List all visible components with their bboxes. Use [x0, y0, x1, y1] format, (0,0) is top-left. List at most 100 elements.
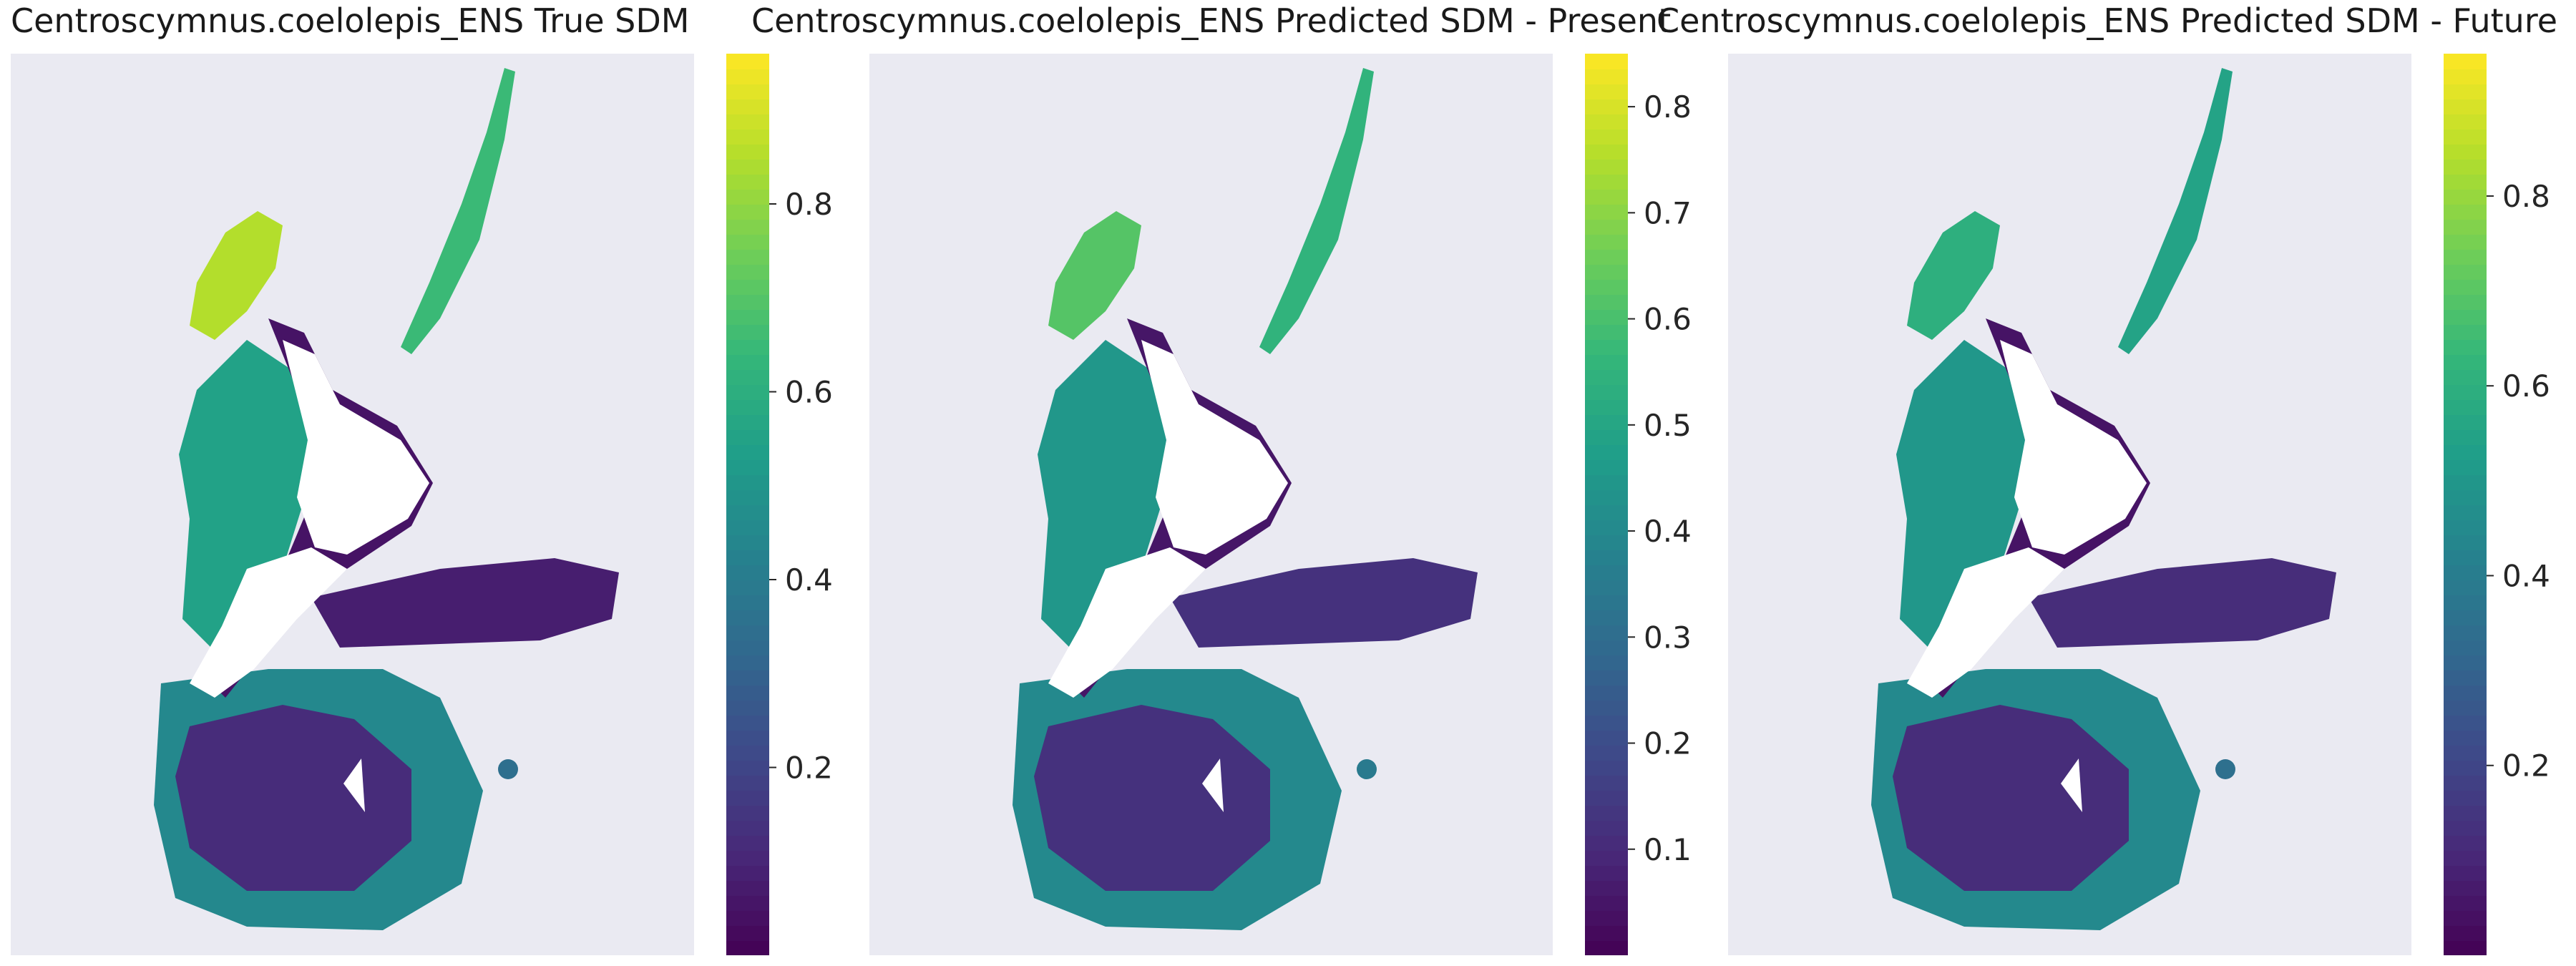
- colorbar-segment: [1585, 189, 1628, 205]
- colorbar-segment: [1585, 69, 1628, 84]
- colorbar-svg: 0.2 0.4 0.6 0.8: [726, 54, 833, 956]
- land-mask-2: [190, 547, 347, 698]
- colorbar: 0.1 0.2 0.3 0.4 0.5 0.6 0.7 0.8: [1585, 54, 1714, 956]
- colorbar-segment: [2444, 504, 2487, 520]
- colorbar-tick-label: 0.8: [2502, 179, 2550, 214]
- colorbar-segment: [1585, 670, 1628, 686]
- island-hole: [343, 758, 365, 812]
- colorbar-segment: [726, 580, 769, 595]
- colorbar-segment: [2444, 640, 2487, 655]
- colorbar-segment: [726, 114, 769, 130]
- colorbar-segment: [726, 339, 769, 355]
- colorbar-segment: [2444, 294, 2487, 310]
- map-area: [869, 54, 1553, 955]
- colorbar-segment: [1585, 940, 1628, 956]
- colorbar-segment: [2444, 760, 2487, 776]
- colorbar-segment: [2444, 219, 2487, 235]
- colorbar-segment: [1585, 550, 1628, 565]
- colorbar-tick-label: 0.6: [1644, 302, 1692, 337]
- offshore-patch: [498, 759, 518, 779]
- colorbar-segment: [2444, 114, 2487, 130]
- colorbar-segment: [726, 444, 769, 460]
- colorbar-segment: [726, 129, 769, 145]
- region-south-plateau: [175, 705, 411, 891]
- colorbar-segment: [726, 535, 769, 550]
- colorbar-segment: [2444, 625, 2487, 640]
- colorbar-segment: [726, 805, 769, 821]
- sdm-map: [1013, 68, 1478, 930]
- colorbar-segment: [2444, 324, 2487, 340]
- colorbar-segment: [2444, 685, 2487, 701]
- land-mask-1: [1141, 340, 1288, 555]
- offshore-patch: [1357, 759, 1377, 779]
- colorbar-segment: [2444, 580, 2487, 595]
- colorbar-segment: [2444, 535, 2487, 550]
- colorbar-segment: [1585, 925, 1628, 941]
- colorbar-segment: [726, 159, 769, 175]
- colorbar-segment: [726, 414, 769, 430]
- colorbar-segment: [2444, 459, 2487, 475]
- colorbar-segment: [1585, 775, 1628, 791]
- colorbar-segment: [726, 174, 769, 190]
- colorbar-segment: [2444, 369, 2487, 385]
- colorbar-segment: [1585, 369, 1628, 385]
- colorbar-segment: [2444, 264, 2487, 280]
- colorbar-segment: [2444, 84, 2487, 99]
- colorbar-segment: [1585, 384, 1628, 400]
- colorbar-segment: [2444, 805, 2487, 821]
- panel-predicted-present: Centroscymnus.coelolepis_ENS Predicted S…: [751, 0, 1717, 966]
- land-mask-2: [1048, 547, 1206, 698]
- colorbar-segment: [2444, 835, 2487, 851]
- island-hole: [2061, 758, 2082, 812]
- colorbar-segment: [2444, 204, 2487, 220]
- colorbar-segment: [2444, 339, 2487, 355]
- colorbar-segment: [726, 655, 769, 670]
- colorbar-segment: [726, 204, 769, 220]
- colorbar-tick-label: 0.6: [2502, 369, 2550, 404]
- colorbar-segment: [1585, 700, 1628, 716]
- colorbar-segment: [726, 760, 769, 776]
- colorbar-segment: [2444, 910, 2487, 926]
- colorbar-segment: [2444, 820, 2487, 836]
- colorbar-segment: [2444, 519, 2487, 535]
- colorbar-segment: [726, 324, 769, 340]
- map-area: [1728, 54, 2411, 955]
- colorbar-segment: [2444, 144, 2487, 160]
- colorbar-segment: [726, 264, 769, 280]
- colorbar-segment: [1585, 835, 1628, 851]
- colorbar-segment: [726, 99, 769, 114]
- colorbar-segment: [726, 279, 769, 295]
- region-northwest-shelf: [1907, 211, 2000, 340]
- colorbar-segment: [726, 84, 769, 99]
- colorbar-segment: [726, 459, 769, 475]
- colorbar-segment: [2444, 474, 2487, 490]
- colorbar-segment: [1585, 249, 1628, 265]
- colorbar-segment: [726, 234, 769, 250]
- colorbar-segment: [1585, 354, 1628, 370]
- colorbar-tick-label: 0.1: [1644, 832, 1692, 867]
- colorbar-segment: [726, 940, 769, 956]
- colorbar-segment: [1585, 399, 1628, 415]
- chart-title: Centroscymnus.coelolepis_ENS Predicted S…: [1657, 1, 2558, 40]
- colorbar-segment: [2444, 414, 2487, 430]
- chart-title: Centroscymnus.coelolepis_ENS True SDM: [11, 1, 690, 40]
- colorbar-segment: [1585, 565, 1628, 580]
- colorbar-segment: [2444, 940, 2487, 956]
- region-south-plateau: [1034, 705, 1270, 891]
- colorbar-segment: [726, 895, 769, 911]
- colorbar-segment: [2444, 174, 2487, 190]
- colorbar-segment: [726, 775, 769, 791]
- colorbar-segment: [1585, 790, 1628, 806]
- colorbar-segment: [726, 925, 769, 941]
- colorbar-segment: [1585, 234, 1628, 250]
- colorbar-segment: [2444, 730, 2487, 746]
- colorbar-segment: [1585, 204, 1628, 220]
- sdm-map: [154, 68, 619, 930]
- land-mask-1: [283, 340, 429, 555]
- colorbar-segment: [726, 850, 769, 866]
- colorbar-segment: [2444, 129, 2487, 145]
- colorbar-segment: [726, 715, 769, 731]
- colorbar-segment: [1585, 459, 1628, 475]
- colorbar-tick-label: 0.5: [1644, 408, 1692, 443]
- colorbar-segment: [1585, 640, 1628, 655]
